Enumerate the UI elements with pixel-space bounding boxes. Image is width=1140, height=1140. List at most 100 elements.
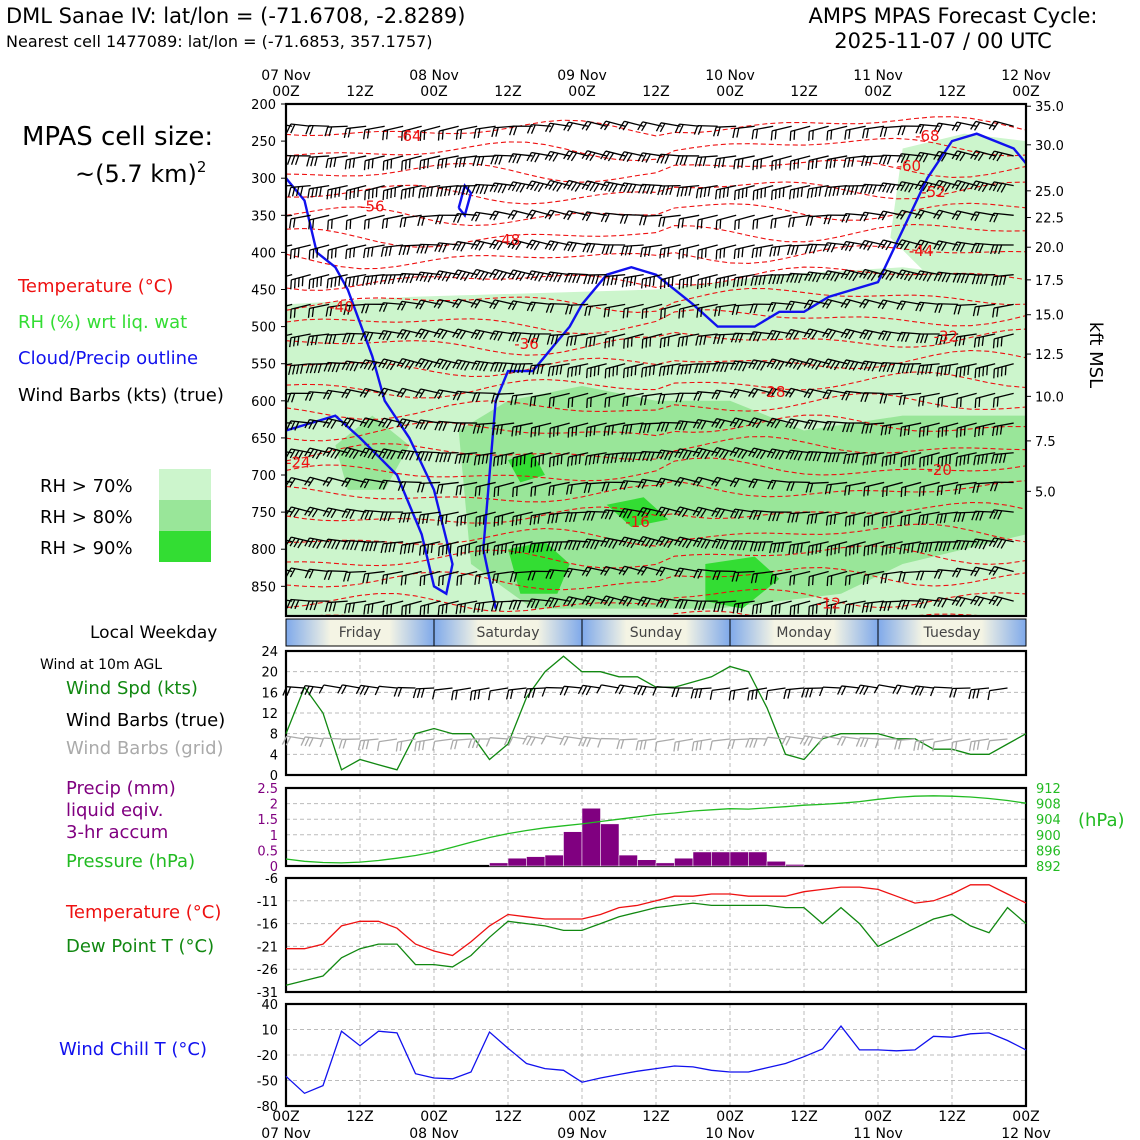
barb-feather bbox=[968, 689, 972, 700]
barb-feather bbox=[359, 685, 366, 695]
barb-feather bbox=[343, 128, 347, 138]
barb-feather bbox=[709, 740, 713, 751]
barb-staff bbox=[416, 738, 435, 743]
barb-feather bbox=[920, 543, 925, 553]
barb-staff bbox=[971, 738, 990, 743]
barb-feather bbox=[564, 273, 569, 283]
barb-feather bbox=[714, 278, 718, 289]
barb-feather bbox=[755, 689, 758, 700]
barb-feather bbox=[523, 688, 528, 699]
rh-swatch-80 bbox=[159, 500, 211, 531]
barb-feather bbox=[822, 421, 828, 431]
wind-barb bbox=[675, 392, 700, 403]
barb-feather bbox=[461, 185, 466, 196]
barb-feather bbox=[900, 332, 906, 342]
barb-feather bbox=[330, 188, 333, 199]
wind-barb bbox=[529, 511, 552, 526]
barb-feather bbox=[905, 600, 910, 610]
barb-feather bbox=[696, 279, 699, 290]
barb-staff bbox=[309, 184, 330, 190]
wind-barb bbox=[732, 125, 755, 139]
barb-feather bbox=[915, 598, 921, 608]
barb-feather bbox=[824, 484, 828, 495]
barb-feather bbox=[348, 449, 356, 458]
wind-barb bbox=[881, 452, 903, 467]
barb-feather bbox=[416, 483, 421, 493]
barb-feather bbox=[530, 487, 533, 497]
barb-feather bbox=[620, 246, 625, 256]
barb-feather bbox=[902, 395, 906, 405]
barb-feather bbox=[748, 478, 755, 488]
wind-barb bbox=[915, 301, 940, 312]
barb-feather bbox=[951, 568, 958, 578]
wind-barb bbox=[788, 541, 811, 555]
barb-feather bbox=[373, 541, 378, 552]
barb-feather bbox=[532, 543, 536, 553]
barb-feather bbox=[497, 486, 500, 497]
barb-staff bbox=[346, 274, 367, 279]
surface-barb-true bbox=[393, 686, 416, 697]
barb-feather bbox=[783, 689, 787, 700]
barb-feather bbox=[608, 397, 611, 407]
barb-feather bbox=[293, 538, 300, 548]
precip-bar bbox=[785, 864, 805, 867]
barb-feather bbox=[548, 397, 551, 408]
wind-barb bbox=[989, 509, 1014, 520]
barb-feather bbox=[715, 419, 722, 428]
barb-feather bbox=[803, 299, 810, 309]
barb-feather bbox=[294, 155, 300, 165]
barb-staff bbox=[401, 244, 422, 247]
wind-barb bbox=[438, 570, 459, 587]
wind-barb bbox=[378, 479, 404, 490]
barb-feather bbox=[552, 182, 559, 191]
barb-feather bbox=[703, 335, 707, 345]
wind-barb bbox=[712, 361, 737, 373]
barb-feather bbox=[744, 275, 748, 286]
barb-feather bbox=[308, 448, 315, 458]
barb-feather bbox=[341, 417, 348, 427]
wind-barb bbox=[840, 240, 866, 252]
barb-feather bbox=[752, 190, 755, 201]
surface-barb-grid bbox=[597, 737, 620, 748]
barb-feather bbox=[807, 300, 814, 310]
barb-feather bbox=[490, 155, 495, 165]
barb-feather bbox=[568, 540, 573, 550]
wind-barb bbox=[437, 541, 459, 557]
barb-feather bbox=[382, 130, 385, 141]
barb-feather bbox=[928, 542, 933, 552]
barb-feather bbox=[311, 508, 319, 518]
barb-staff bbox=[734, 125, 755, 130]
barb-feather bbox=[386, 160, 389, 170]
barb-feather bbox=[958, 484, 962, 495]
barb-feather bbox=[589, 426, 592, 437]
barb-staff bbox=[526, 687, 546, 690]
barb-feather bbox=[798, 273, 803, 284]
wind-barb bbox=[956, 392, 977, 408]
barb-feather bbox=[941, 242, 947, 252]
barb-feather bbox=[551, 366, 555, 376]
barb-feather bbox=[345, 478, 352, 488]
barb-feather bbox=[717, 602, 721, 612]
barb-feather bbox=[829, 330, 837, 340]
barb-feather bbox=[702, 156, 707, 167]
barb-feather bbox=[604, 338, 607, 349]
barb-feather bbox=[859, 329, 866, 339]
barb-feather bbox=[955, 597, 962, 606]
barb-feather bbox=[382, 605, 385, 616]
barb-feather bbox=[578, 365, 582, 375]
barb-feather bbox=[552, 485, 555, 496]
wind-barb bbox=[659, 274, 681, 290]
barb-feather bbox=[748, 359, 755, 369]
wind-barb bbox=[492, 452, 515, 467]
barb-feather bbox=[974, 368, 977, 379]
wind-barb bbox=[509, 125, 533, 136]
barb-feather bbox=[585, 151, 592, 161]
surface-barb-grid bbox=[300, 736, 324, 747]
barb-feather bbox=[514, 395, 518, 405]
bottom-hour-label: 12Z bbox=[642, 1109, 669, 1125]
barb-feather bbox=[625, 424, 629, 435]
barb-feather bbox=[652, 276, 656, 286]
barb-feather bbox=[922, 396, 925, 406]
wind-barb bbox=[694, 155, 718, 167]
